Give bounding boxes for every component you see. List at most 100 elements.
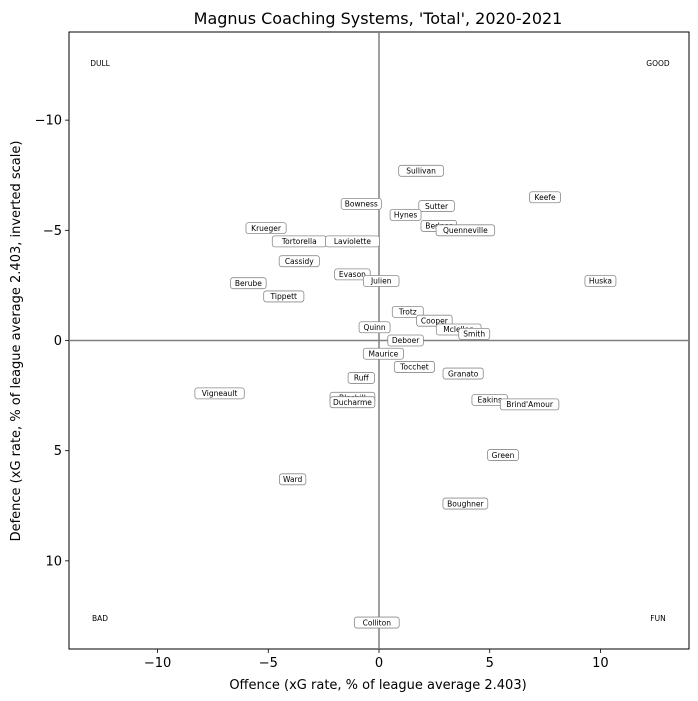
coach-label: Tortorella [271,235,327,248]
coach-label-box [278,255,320,268]
coach-name: Tortorella [281,237,317,246]
y-tick-label: 5 [54,444,62,459]
coach-label-box [418,200,455,212]
x-tick-label: −5 [259,656,278,671]
coach-label: Sullivan [398,164,444,177]
data-points: SullivanKeefeBownessSutterHynesBednarQue… [194,164,617,629]
coach-name: Cooper [421,316,449,325]
coach-name: Quinn [363,323,385,332]
coach-name: Laviolette [334,237,371,246]
coach-label: Vigneault [194,387,245,400]
coach-label-box [194,387,245,400]
coach-label: Boughner [442,497,489,510]
coach-name: Ruff [354,374,370,383]
coach-label: Huska [584,275,617,287]
coach-label: Green [487,449,519,461]
coach-label-box [442,367,484,380]
coach-name: Granato [448,369,479,378]
zero-lines [69,32,689,649]
coach-name: Green [492,451,515,460]
coach-label: Maurice [362,347,404,360]
coach-name: Sullivan [406,167,436,176]
coach-name: Smith [463,330,485,339]
coach-label: Smith [458,327,491,340]
coach-label-box [416,314,453,327]
y-tick-label: −10 [35,114,62,129]
coach-label: Ducharme [329,396,376,409]
coach-name: Vigneault [202,389,238,398]
coach-label-box [325,235,380,248]
coach-label-box [358,321,391,334]
coach-label-box [334,268,371,281]
x-tick-label: 10 [592,656,609,671]
coach-name: Colliton [363,618,392,627]
coach-label: Ward [279,473,307,486]
coach-label: Tocchet [393,361,435,373]
coach-label: Berube [230,277,267,290]
coach-label-box [391,305,424,318]
coach-label-box [584,275,617,287]
coach-label-box [230,277,267,290]
coach-name: Brind'Amour [506,400,554,409]
coach-label: Bowness [340,197,382,210]
coach-label: Eakins [471,394,508,406]
coach-label-box [329,396,376,409]
coach-name: Trotz [398,308,417,317]
coach-name: Maurice [369,349,399,358]
coach-name: Julien [370,277,392,286]
coach-name: Keefe [535,193,556,202]
y-axis: −10 −5 0 5 10 [35,114,69,569]
quadrant-label: GOOD [646,59,670,68]
coach-label: Colliton [353,616,400,629]
coach-label-box [353,616,400,629]
coach-label: Trotz [391,305,424,318]
quadrant-label: DULL [90,59,110,68]
coach-name: Hynes [394,211,417,220]
y-tick-label: 10 [45,554,62,569]
coach-name: Tocchet [399,363,429,372]
coach-label-box [347,372,375,384]
coach-name: Cassidy [285,257,314,266]
coach-name: Krueger [251,224,282,233]
coach-label: Quinn [358,321,391,334]
coach-name: Ducharme [333,398,372,407]
coach-label-box [435,224,496,237]
chart-title: Magnus Coaching Systems, 'Total', 2020-2… [194,9,563,28]
coach-label-box [340,197,382,210]
coach-label-box [389,208,422,221]
coach-name: Deboer [392,336,420,345]
coach-label: Julien [363,275,400,287]
y-tick-label: 0 [54,334,62,349]
coach-name: Huska [589,277,612,286]
coach-label-box [263,290,305,303]
coach-name: Evason [339,270,366,279]
quadrant-label: FUN [650,614,665,623]
x-axis: −10 −5 0 5 10 [144,649,609,671]
x-tick-label: −10 [144,656,171,671]
coach-name: Boughner [447,499,484,508]
coach-label: Cooper [416,314,453,327]
coach-label: Hynes [389,208,422,221]
coach-label-box [279,473,307,486]
coach-label-box [393,361,435,373]
coach-label: Evason [334,268,371,281]
x-tick-label: 5 [486,656,494,671]
coach-name: Sutter [425,202,449,211]
quadrant-label: BAD [92,614,108,623]
coach-label-box [398,164,444,177]
coach-name: Bowness [345,200,378,209]
coach-name: Tippett [270,292,298,301]
coach-label-box [487,449,519,461]
coach-label: Deboer [387,334,424,347]
coach-label: Krueger [245,222,287,235]
y-axis-label: Defence (xG rate, % of league average 2.… [9,141,24,542]
coach-name: Ward [283,475,302,484]
coach-name: Berube [235,279,262,288]
quadrant-labels: DULL GOOD BAD FUN [90,59,670,623]
coach-label-box [499,398,560,411]
y-tick-label: −5 [43,224,62,239]
coach-label: Quenneville [435,224,496,237]
coach-label-box [442,497,489,510]
coach-label: Brind'Amour [499,398,560,411]
